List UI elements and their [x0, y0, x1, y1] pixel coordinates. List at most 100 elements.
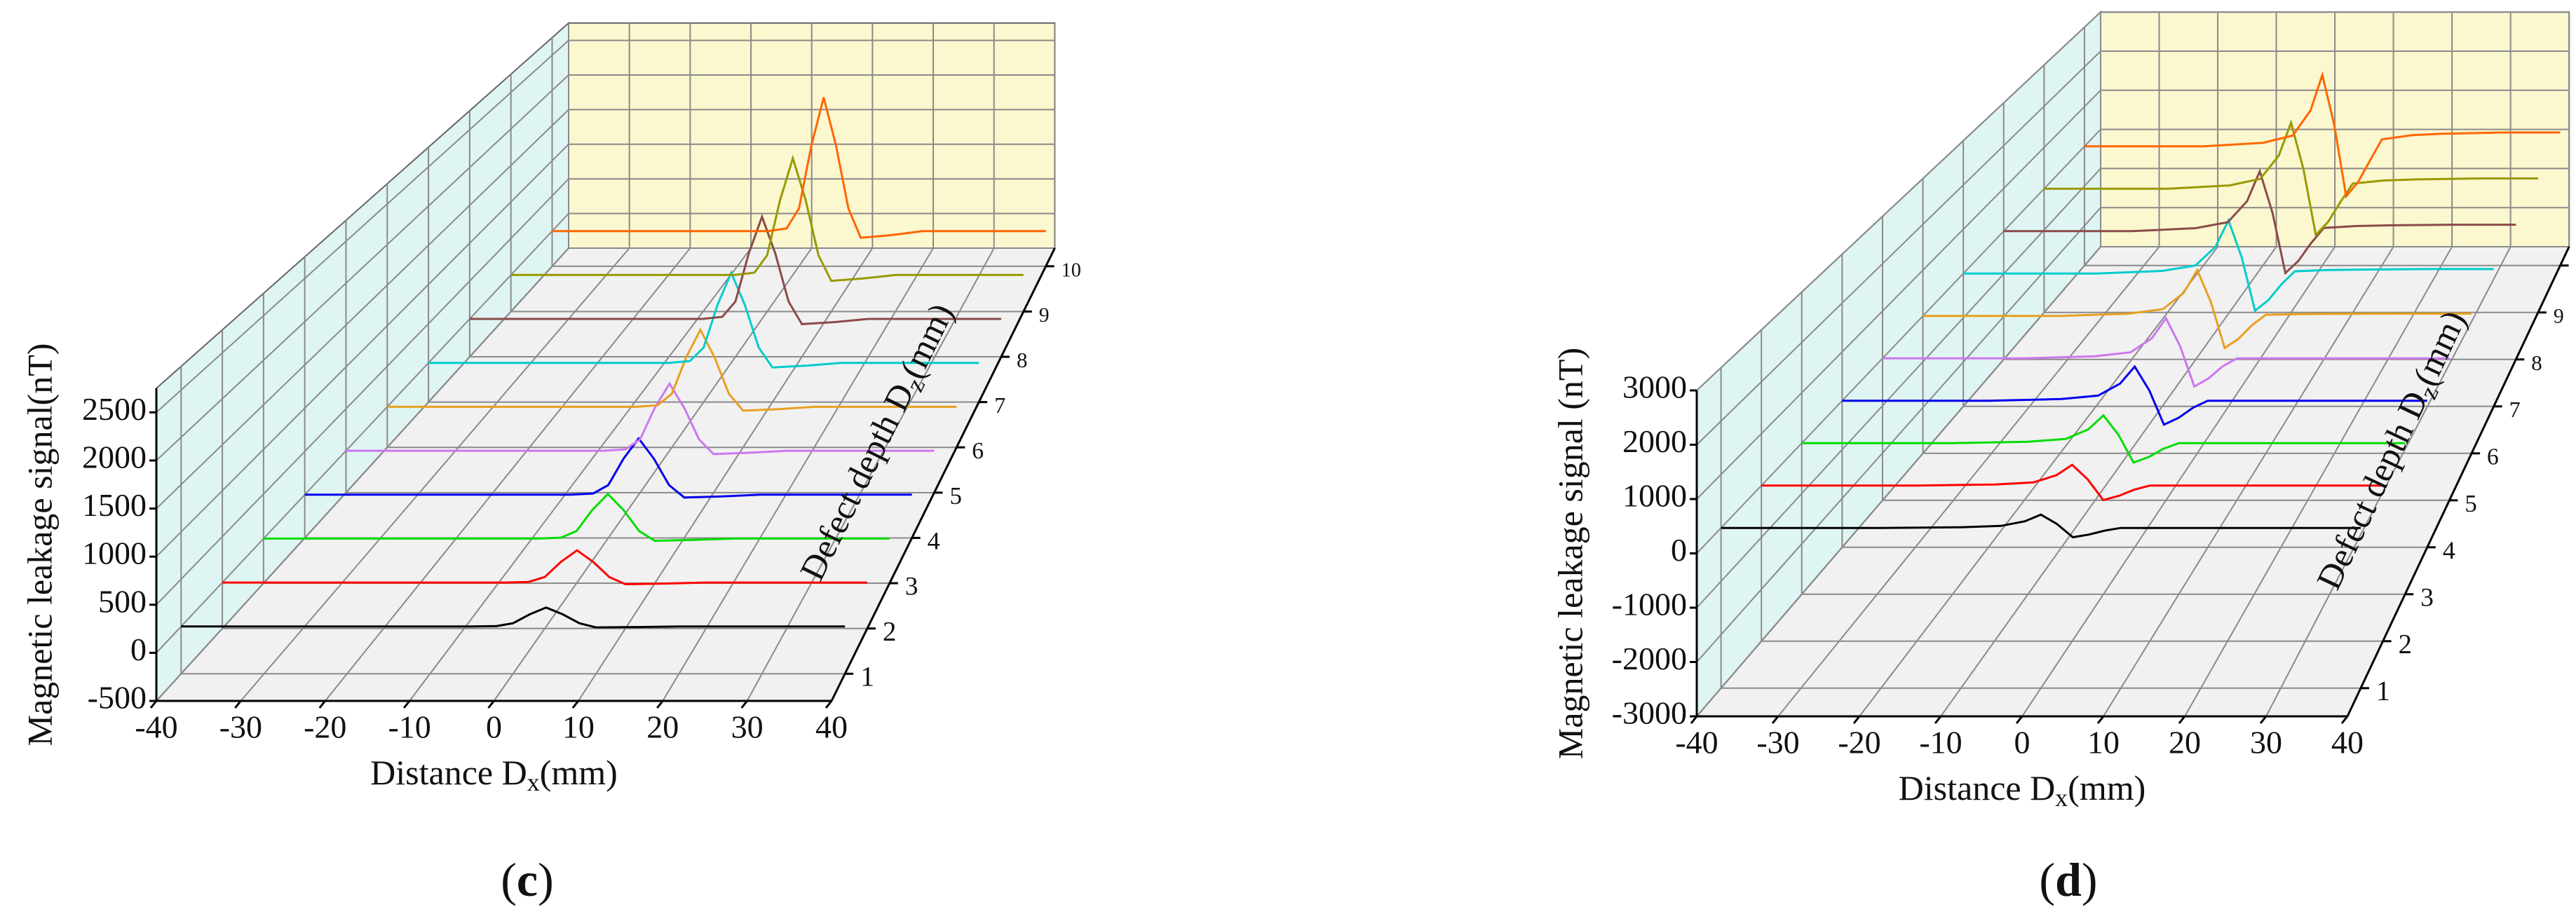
x-tick-label: -30 [219, 709, 262, 745]
depth-tick-label: 4 [928, 527, 940, 555]
x-tick [571, 700, 580, 709]
panel-close: ) [538, 853, 554, 906]
x-tick [656, 700, 664, 709]
x-tick-label: 20 [646, 709, 679, 745]
grid-line [1777, 246, 2160, 717]
depth-tick-label: 1 [2376, 675, 2390, 707]
x-tick [740, 700, 748, 709]
grid-line [493, 247, 813, 702]
x-tick [2340, 716, 2349, 724]
x-tick-label: -20 [1838, 725, 1880, 760]
x-tick-label: 40 [2331, 725, 2364, 760]
signal-line [510, 154, 1024, 282]
depth-tick-label: 9 [2554, 306, 2564, 328]
x-tick [487, 700, 495, 709]
depth-tick-label: 1 [860, 660, 874, 692]
y-tick-label: 0 [130, 632, 147, 667]
panel-letter: d [2055, 853, 2082, 906]
grid-line [156, 74, 569, 461]
depth-tick-label: 2 [883, 618, 896, 647]
signal-line [428, 270, 979, 369]
y-tick-label: 1000 [82, 536, 147, 571]
x-tick [318, 700, 326, 709]
grid-line [1696, 246, 2101, 717]
y-tick-label: 2000 [82, 439, 147, 475]
x-tick-label: 20 [2169, 725, 2201, 760]
x-tick-label: -40 [1675, 725, 1718, 760]
x-tick-label: 40 [815, 709, 848, 745]
x-axis-title-text: Distance D [370, 753, 527, 792]
x-tick-label: -30 [1756, 725, 1799, 760]
x-tick-label: 30 [2250, 725, 2282, 760]
y-tick-label: 0 [1671, 532, 1687, 568]
signal-line [263, 492, 890, 543]
signal-line [2044, 119, 2538, 238]
y-tick-label: 1500 [82, 487, 147, 523]
panel-label: (d) [2039, 853, 2097, 906]
x-tick-label: -10 [1919, 725, 1962, 760]
y-tick-label: 2500 [82, 391, 147, 427]
signal-line [1923, 268, 2472, 350]
signal-line [1721, 513, 2361, 539]
depth-tick-label: 3 [905, 573, 918, 601]
signal-line [1842, 364, 2427, 426]
x-tick-label: 10 [562, 709, 595, 745]
signal-line [387, 327, 957, 412]
x-tick-label: -10 [388, 709, 431, 745]
signal-line [181, 606, 846, 629]
grid-line [1696, 207, 2101, 663]
depth-tick-label: 5 [949, 482, 961, 510]
panel-label: (c) [501, 853, 554, 906]
grid-line [1696, 90, 2101, 500]
depth-tick-label: 6 [972, 438, 984, 464]
x-tick-label: 10 [2087, 725, 2120, 760]
x-axis-title: Distance Dx(mm) [370, 753, 618, 796]
grid-line [156, 212, 569, 654]
grid-line [156, 109, 569, 510]
x-tick [402, 700, 411, 709]
depth-tick-label: 7 [994, 393, 1005, 418]
x-tick [149, 700, 158, 709]
x-tick-label: 30 [731, 709, 764, 745]
y-tick-label: 1000 [1622, 478, 1687, 514]
grid-line [2184, 246, 2453, 717]
y-tick-label: -500 [88, 680, 147, 716]
y-axis-title: Magnetic leakage signal(nT) [20, 343, 59, 746]
grid-line [1696, 11, 2101, 391]
signal-line [304, 436, 912, 499]
x-axis-title-text: Distance D [1899, 768, 2056, 807]
depth-tick-label: 10 [1062, 259, 1081, 281]
grid-line [1696, 168, 2101, 608]
y-axis-title: Magnetic leakage signal (nT) [1550, 348, 1589, 759]
x-tick [2178, 716, 2186, 724]
depth-axis [2346, 246, 2570, 717]
x-tick [2015, 716, 2023, 724]
x-tick [825, 700, 833, 709]
y-tick-label: -2000 [1612, 641, 1687, 676]
x-tick-label: -40 [135, 709, 177, 745]
depth-tick-label: 4 [2443, 536, 2455, 564]
x-tick-label: -20 [304, 709, 346, 745]
x-tick [1934, 716, 1942, 724]
x-tick [2259, 716, 2267, 724]
signal-line [2084, 71, 2561, 199]
x-axis-title-sub: x [527, 768, 540, 796]
y-tick-label: 3000 [1622, 369, 1687, 405]
x-tick [1852, 716, 1861, 724]
signal-line [1963, 217, 2494, 313]
grid-line [156, 178, 569, 606]
grid-line [1696, 50, 2101, 446]
signal-line [469, 213, 1001, 325]
panel-letter: c [517, 853, 538, 906]
panel-close: ) [2082, 853, 2098, 906]
signal-line [1801, 414, 2406, 464]
depth-tick-label: 2 [2399, 630, 2412, 660]
grid-line [2265, 246, 2511, 717]
x-tick [234, 700, 242, 709]
grid-line [2103, 246, 2394, 717]
depth-tick-label: 6 [2487, 444, 2499, 470]
grid-line [1940, 246, 2277, 717]
x-axis-title: Distance Dx(mm) [1899, 768, 2146, 812]
